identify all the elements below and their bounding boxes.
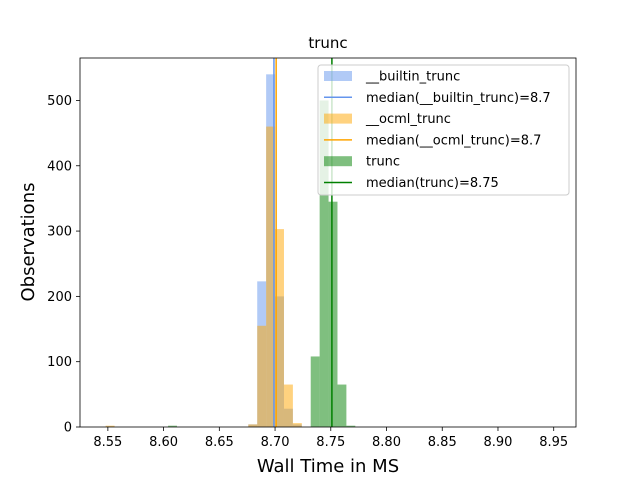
legend-box — [317, 64, 570, 196]
y-tick-label: 200 — [47, 290, 72, 305]
legend-label: __ocml_trunc — [365, 112, 451, 127]
y-tick-label: 0 — [64, 421, 72, 436]
legend-label: __builtin_trunc — [365, 70, 460, 85]
bar-ocmltrunc-0 — [105, 425, 115, 427]
x-tick-label: 8.70 — [261, 435, 290, 450]
legend: __builtin_trunc median(__builtin_trunc)=8… — [317, 64, 570, 196]
y-tick-label: 300 — [47, 225, 72, 240]
bar-trunc-4 — [337, 384, 347, 427]
legend-label: trunc — [366, 155, 400, 170]
x-tick-label: 8.75 — [316, 435, 345, 450]
y-tick-label: 500 — [47, 94, 72, 109]
y-tick-label: 100 — [47, 355, 72, 370]
chart-title: trunc — [308, 34, 347, 52]
bar-trunc-2 — [319, 100, 329, 427]
bar-ocmltrunc-6 — [292, 423, 302, 427]
legend-patch — [324, 156, 352, 167]
legend-label: median(trunc)=8.75 — [366, 176, 499, 191]
bar-trunc-5 — [346, 425, 356, 427]
bar-trunc-1 — [310, 356, 320, 427]
x-axis-label: Wall Time in MS — [257, 456, 399, 477]
y-axis-label: Observations — [18, 183, 39, 302]
x-tick-label: 8.60 — [149, 435, 178, 450]
bar-ocmltrunc-4 — [275, 229, 284, 427]
bar-ocmltrunc-2 — [257, 325, 267, 427]
histogram-bars — [105, 74, 356, 428]
legend-patch — [324, 113, 352, 124]
bar-trunc-3 — [328, 201, 338, 427]
bar-ocmltrunc-1 — [248, 424, 258, 427]
x-tick-label: 8.80 — [372, 435, 401, 450]
legend-label: median(__ocml_trunc)=8.7 — [366, 133, 541, 148]
y-axis-ticks: 0 100 200 300 400 500 — [47, 94, 80, 436]
x-tick-label: 8.95 — [539, 435, 568, 450]
legend-patch — [324, 71, 352, 81]
legend-label: median(__builtin_trunc)=8.7 — [366, 91, 551, 106]
plot-frame — [79, 57, 577, 428]
x-tick-label: 8.85 — [428, 435, 457, 450]
x-tick-label: 8.55 — [93, 435, 122, 450]
bar-ocmltrunc-5 — [283, 384, 293, 427]
bar-ocmltrunc-3 — [266, 126, 276, 427]
bar-trunc-0 — [168, 425, 177, 427]
x-tick-label: 8.90 — [484, 435, 513, 450]
x-axis-ticks: 8.55 8.60 8.65 8.70 8.75 8.80 8.85 8.90 8.95 — [93, 427, 568, 450]
x-tick-label: 8.65 — [205, 435, 234, 450]
y-tick-label: 400 — [47, 159, 72, 174]
